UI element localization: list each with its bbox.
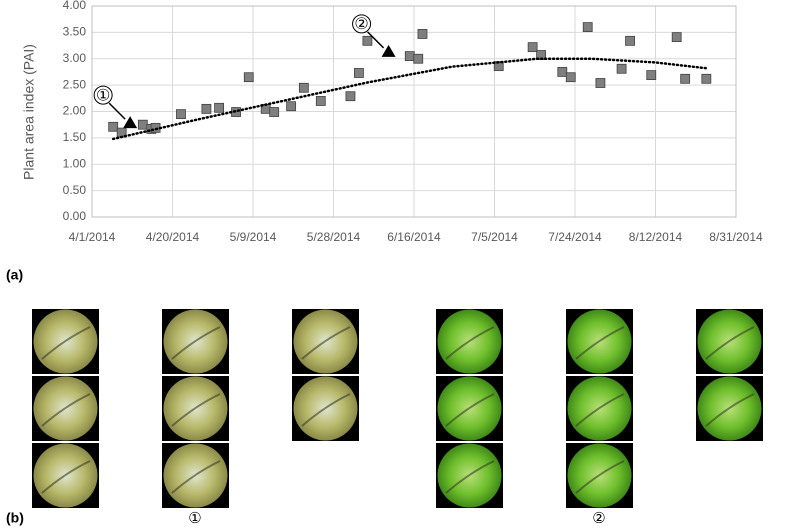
square-marker	[413, 53, 424, 64]
square-marker	[527, 42, 538, 53]
square-marker	[345, 91, 356, 102]
branch	[575, 393, 625, 427]
square-marker	[557, 67, 568, 77]
x-tick-label: 8/31/2014	[709, 230, 763, 244]
branch	[301, 326, 351, 360]
annotation: ①	[96, 87, 110, 104]
x-tick-label: 5/28/2014	[307, 230, 361, 244]
annotation-circle	[93, 85, 113, 105]
panel-label: (b)	[6, 510, 24, 526]
branch	[575, 460, 625, 494]
annotation: ②	[354, 16, 368, 33]
y-tick-label: 1.50	[63, 130, 87, 144]
branch	[445, 326, 495, 360]
y-tick-label: 0.50	[63, 183, 87, 197]
square-marker	[362, 35, 373, 46]
y-tick-label: 2.50	[63, 77, 87, 91]
branch	[171, 393, 221, 427]
y-tick-label: 4.00	[63, 0, 87, 12]
y-tick-label: 1.00	[63, 156, 87, 170]
branch	[41, 326, 91, 360]
plot-border	[91, 5, 737, 218]
trend-line	[111, 57, 708, 141]
square-marker	[680, 73, 691, 84]
x-tick-label: 4/20/2014	[146, 230, 200, 244]
square-marker	[269, 107, 280, 117]
square-marker	[201, 103, 212, 114]
square-marker	[243, 72, 254, 83]
triangle-marker	[123, 116, 138, 129]
y-tick-label: 3.50	[63, 25, 87, 39]
image-caption: ②	[592, 510, 605, 527]
y-tick-label: 0.00	[63, 209, 87, 223]
x-tick-label: 5/9/2014	[230, 230, 277, 244]
image-caption: ①	[188, 510, 201, 527]
x-tick-label: 8/12/2014	[629, 230, 683, 244]
branch	[705, 326, 755, 360]
square-marker	[108, 121, 119, 132]
square-marker	[417, 29, 428, 39]
square-marker	[565, 72, 576, 83]
branch	[171, 460, 221, 494]
triangle-marker	[381, 44, 396, 57]
annotation-arrow	[367, 31, 385, 49]
y-tick-label: 3.00	[63, 51, 87, 65]
square-marker	[404, 51, 415, 62]
x-tick-label: 4/1/2014	[69, 230, 116, 244]
branch	[705, 393, 755, 427]
square-marker	[671, 32, 682, 43]
square-marker	[616, 63, 627, 74]
square-marker	[298, 82, 309, 93]
annotation-arrow	[108, 102, 126, 120]
y-axis-label: Plant area index (PAI)	[21, 44, 37, 180]
panel-label: (a)	[6, 267, 23, 283]
square-marker	[176, 109, 186, 120]
square-marker	[701, 73, 712, 84]
square-marker	[286, 101, 297, 112]
square-marker	[214, 102, 225, 113]
x-tick-label: 6/16/2014	[387, 230, 441, 244]
square-marker	[315, 96, 326, 106]
annotation-circle	[352, 14, 372, 34]
square-marker	[625, 35, 635, 46]
y-tick-label: 2.00	[63, 104, 87, 118]
square-marker	[137, 119, 148, 130]
branch	[445, 393, 495, 427]
branch	[575, 326, 625, 360]
x-tick-label: 7/5/2014	[471, 230, 518, 244]
branch	[301, 393, 351, 427]
branch	[41, 393, 91, 427]
square-marker	[582, 22, 593, 33]
square-marker	[646, 70, 657, 81]
square-marker	[354, 68, 364, 78]
x-tick-label: 7/24/2014	[548, 230, 602, 244]
branch	[445, 460, 495, 494]
branch	[171, 326, 221, 360]
branch	[41, 460, 91, 494]
square-marker	[595, 78, 606, 88]
